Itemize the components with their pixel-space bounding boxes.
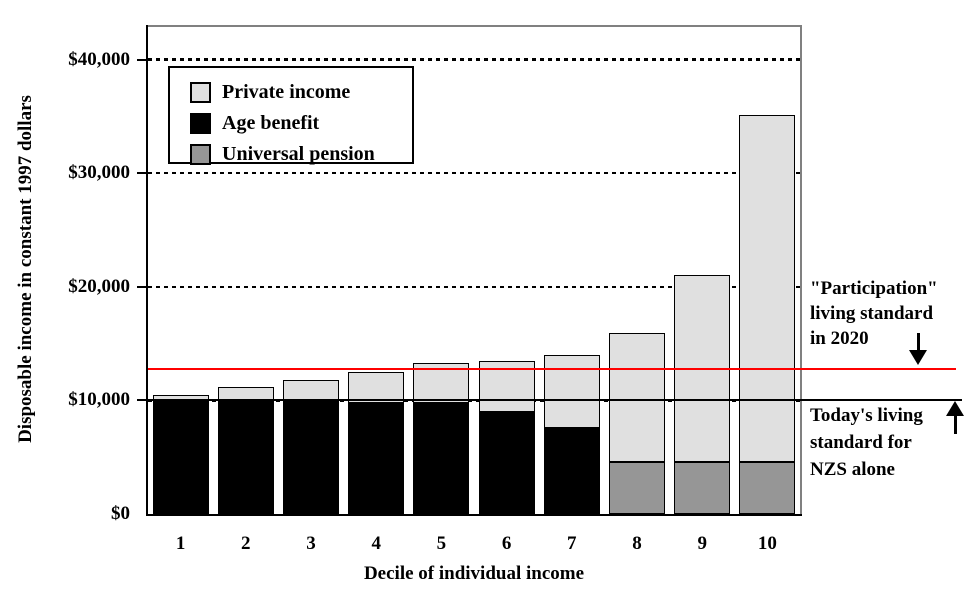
legend-swatch-private-income <box>190 82 211 103</box>
y-tick-label: $20,000 <box>68 275 130 297</box>
bar-segment-universal-pension-decile-8 <box>609 461 665 514</box>
y-tick-label: $40,000 <box>68 48 130 70</box>
bar-segment-private-income-decile-3 <box>283 379 339 402</box>
legend-swatch-age-benefit <box>190 113 211 134</box>
y-tick-mark <box>137 285 151 288</box>
bar-segment-age-benefit-decile-7 <box>543 427 600 514</box>
x-tick-label: 2 <box>241 533 251 554</box>
y-axis-line <box>146 25 148 516</box>
x-tick-label: 9 <box>697 533 707 554</box>
bar-segment-age-benefit-decile-4 <box>348 402 405 514</box>
bar-segment-universal-pension-decile-9 <box>674 461 731 514</box>
x-tick-label: 5 <box>436 533 447 554</box>
gridline-20000 <box>148 285 800 289</box>
x-axis-line <box>146 514 802 516</box>
x-tick-label: 1 <box>175 533 186 554</box>
legend-label: Private income <box>222 81 351 103</box>
gridline-40000 <box>148 58 800 61</box>
y-tick-label: $0 <box>111 503 130 524</box>
annotation-line: in 2020 <box>810 328 869 349</box>
up-arrow-icon <box>954 416 957 434</box>
annotation-todays-living-standard: Today's living standard for NZS alone <box>810 402 923 483</box>
down-arrow-icon <box>909 350 927 365</box>
bar-segment-private-income-decile-10 <box>739 115 796 462</box>
bar-segment-age-benefit-decile-2 <box>217 401 274 514</box>
bar-segment-private-income-decile-6 <box>478 361 535 412</box>
legend-swatch-universal-pension <box>190 144 211 165</box>
bar-segment-age-benefit-decile-3 <box>283 401 339 514</box>
x-tick-label: 4 <box>371 533 381 554</box>
plot-border-top <box>146 25 802 27</box>
annotation-line: NZS alone <box>810 459 895 480</box>
annotation-line: living standard <box>810 303 934 324</box>
bar-segment-age-benefit-decile-6 <box>478 411 535 514</box>
annotation-line: "Participation" <box>810 278 938 299</box>
y-tick-mark <box>137 58 151 61</box>
legend-row: Private income <box>190 77 412 108</box>
bar-segment-private-income-decile-7 <box>543 354 600 428</box>
x-axis-title: Decile of individual income <box>363 563 585 584</box>
x-tick-label: 10 <box>757 533 777 554</box>
annotation-line: standard for <box>810 432 912 453</box>
legend-label: Age benefit <box>222 112 320 134</box>
annotation-line: Today's living <box>810 405 923 426</box>
legend-row: Universal pension <box>190 139 412 170</box>
participation-line <box>148 367 956 370</box>
bar-segment-universal-pension-decile-10 <box>739 461 796 514</box>
x-tick-label: 3 <box>306 533 316 554</box>
x-tick-label: 6 <box>501 533 512 554</box>
y-tick-label: $30,000 <box>68 162 130 184</box>
y-tick-mark <box>137 399 151 402</box>
bar-segment-age-benefit-decile-5 <box>413 402 470 514</box>
gridline-30000 <box>148 171 800 175</box>
bar-segment-private-income-decile-4 <box>348 372 405 403</box>
y-axis-title: Disposable income in constant 1997 dolla… <box>15 95 36 443</box>
down-arrow-icon <box>917 333 920 351</box>
x-tick-label: 8 <box>632 533 642 554</box>
bar-segment-age-benefit-decile-1 <box>152 401 209 514</box>
bar-segment-private-income-decile-8 <box>609 333 665 462</box>
nzs-line <box>148 399 962 402</box>
legend: Private income Age benefit Universal pensi… <box>168 66 414 165</box>
annotation-participation-living-standard: "Participation" living standard in 2020 <box>810 276 938 351</box>
up-arrow-icon <box>946 401 964 416</box>
plot-border-right <box>800 25 802 516</box>
y-tick-mark <box>137 172 151 175</box>
legend-label: Universal pension <box>222 143 375 165</box>
x-tick-label: 7 <box>567 533 577 554</box>
legend-row: Age benefit <box>190 108 412 139</box>
y-tick-label: $10,000 <box>68 389 130 411</box>
